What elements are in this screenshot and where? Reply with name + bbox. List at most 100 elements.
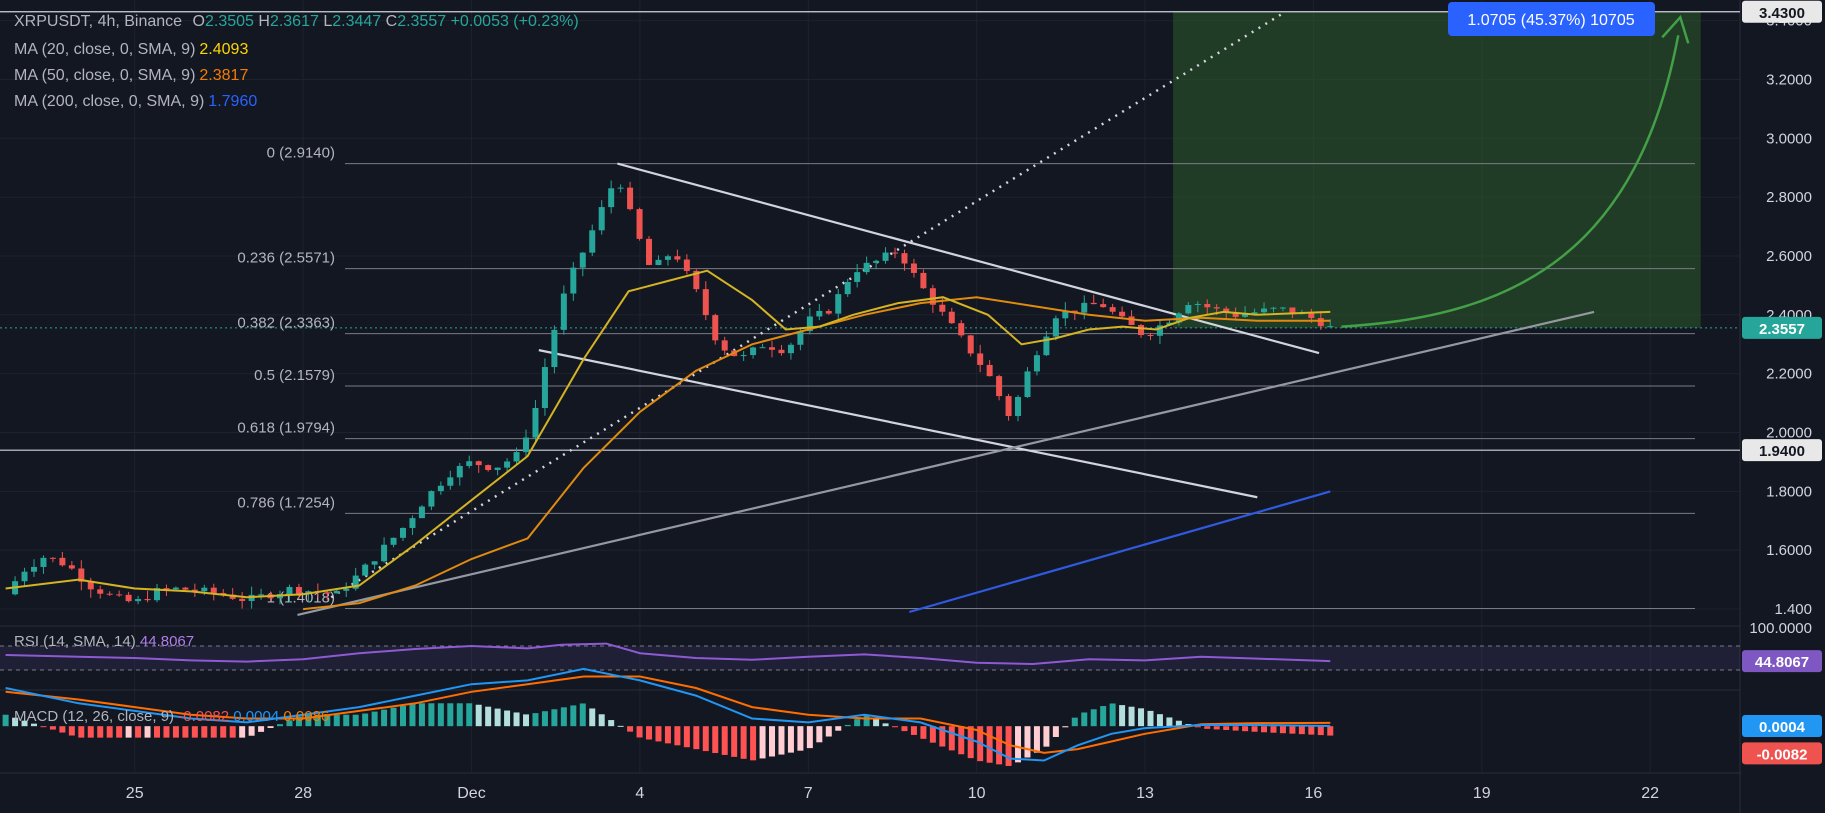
candle-body[interactable] [1204,303,1211,308]
symbol-name[interactable]: XRPUSDT, 4h, Binance [14,13,183,30]
candle-body[interactable] [1308,312,1315,319]
candle-body[interactable] [939,304,946,312]
candle-body[interactable] [59,557,66,566]
candle-body[interactable] [40,557,47,567]
candle-body[interactable] [929,288,936,305]
candle-body[interactable] [996,376,1003,397]
candle-body[interactable] [343,588,350,591]
candle-body[interactable] [1317,318,1324,327]
candle-body[interactable] [418,506,425,519]
candle-body[interactable] [210,587,217,593]
candle-body[interactable] [825,310,832,314]
candle-body[interactable] [125,594,132,602]
candle-body[interactable] [958,323,965,336]
candle-body[interactable] [475,461,482,466]
candle-body[interactable] [608,188,615,208]
candle-body[interactable] [362,564,369,576]
candle-body[interactable] [797,331,804,345]
candle-body[interactable] [116,594,123,596]
candle-body[interactable] [409,518,416,528]
candle-body[interactable] [1185,305,1192,314]
candle-body[interactable] [1270,307,1277,309]
candle-body[interactable] [106,593,113,595]
candle-body[interactable] [570,267,577,294]
ma200-legend[interactable]: MA (200, close, 0, SMA, 9) 1.7960 [14,93,257,111]
candle-body[interactable] [598,207,605,231]
candle-body[interactable] [806,316,813,332]
candle-body[interactable] [835,294,842,314]
macd-signal-line[interactable] [5,675,1331,754]
candle-body[interactable] [1090,302,1097,305]
candle-body[interactable] [636,209,643,239]
candle-body[interactable] [1327,326,1334,328]
candle-body[interactable] [948,311,955,324]
candle-body[interactable] [1062,310,1069,319]
candle-body[interactable] [1052,318,1059,337]
candle-body[interactable] [1194,303,1201,306]
candle-body[interactable] [135,598,142,602]
candle-body[interactable] [1100,304,1107,308]
candle-body[interactable] [778,349,785,354]
candle-body[interactable] [1024,371,1031,398]
candle-body[interactable] [182,587,189,590]
candle-body[interactable] [1223,308,1230,313]
candle-body[interactable] [371,561,378,565]
candle-body[interactable] [750,347,757,356]
candle-body[interactable] [1251,312,1258,314]
candle-body[interactable] [617,187,624,189]
ma50-line[interactable] [302,296,1331,611]
candle-series[interactable] [12,180,1334,609]
candle-body[interactable] [882,252,889,261]
candle-body[interactable] [816,310,823,317]
candle-body[interactable] [873,260,880,263]
candle-body[interactable] [1128,316,1135,325]
candle-body[interactable] [1109,307,1116,312]
moving-averages[interactable] [5,269,1331,614]
candle-body[interactable] [87,581,94,590]
candle-body[interactable] [769,347,776,350]
candle-body[interactable] [551,329,558,368]
candle-body[interactable] [560,293,567,330]
candle-body[interactable] [589,230,596,253]
trendlines[interactable] [297,162,1595,617]
candle-body[interactable] [627,187,634,210]
candle-body[interactable] [863,262,870,273]
candle-body[interactable] [466,461,473,466]
candle-body[interactable] [674,256,681,260]
rsi-line[interactable] [5,642,1331,666]
candle-body[interactable] [844,281,851,295]
candle-body[interactable] [759,347,766,349]
fibonacci-retracement[interactable]: 0 (2.9140) 0.236 (2.5571) 0.382 (2.3363) 0.… [237,145,1695,610]
candle-body[interactable] [854,272,861,282]
candle-body[interactable] [655,259,662,265]
ma20-legend[interactable]: MA (20, close, 0, SMA, 9) 2.4093 [14,41,248,59]
candle-body[interactable] [504,461,511,468]
candle-body[interactable] [664,256,671,260]
candle-body[interactable] [220,592,227,595]
candle-body[interactable] [352,575,359,589]
candle-body[interactable] [485,465,492,470]
candle-body[interactable] [579,252,586,268]
candle-body[interactable] [1261,308,1268,313]
candle-body[interactable] [1081,302,1088,313]
ma20-line[interactable] [5,269,1331,599]
candle-body[interactable] [1138,324,1145,336]
candle-body[interactable] [258,594,265,596]
candle-body[interactable] [910,263,917,273]
trendline[interactable] [617,162,1320,355]
ma200-line[interactable] [908,490,1331,614]
candle-body[interactable] [1156,325,1163,336]
candle-body[interactable] [286,586,293,595]
candle-body[interactable] [532,408,539,438]
ma50-legend[interactable]: MA (50, close, 0, SMA, 9) 2.3817 [14,67,248,85]
time-axis[interactable]: 25 28 Dec 4 7 10 13 16 19 22 [126,785,1659,802]
candle-body[interactable] [986,364,993,377]
candle-body[interactable] [68,565,75,569]
candle-body[interactable] [494,467,501,470]
price-axis[interactable]: 3.40003.20003.00002.80002.60002.40002.20… [1741,0,1825,813]
candle-body[interactable] [920,272,927,289]
candle-body[interactable] [683,259,690,271]
candle-body[interactable] [324,592,331,594]
candle-body[interactable] [977,353,984,365]
candle-body[interactable] [30,566,37,572]
